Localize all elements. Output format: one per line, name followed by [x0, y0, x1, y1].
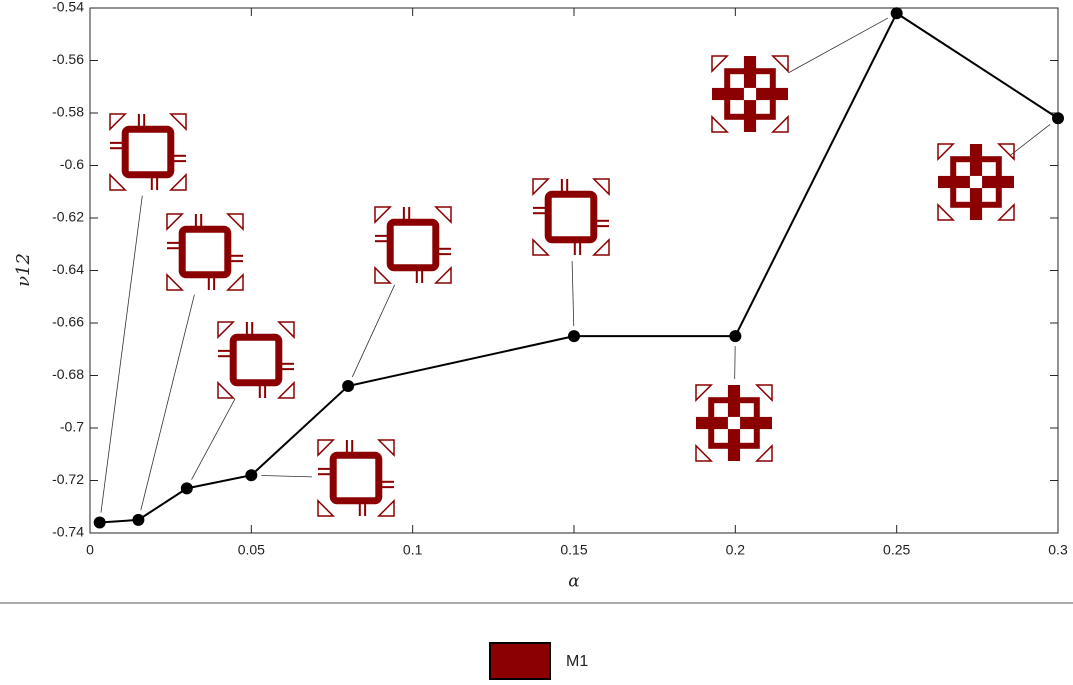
data-point: [245, 469, 258, 482]
y-axis-label: ν12: [13, 253, 34, 287]
icon-corner: [317, 498, 336, 517]
icon-corner: [996, 202, 1015, 221]
icon-corner: [276, 380, 295, 399]
icon-corner: [276, 321, 295, 340]
icon-corner: [168, 113, 187, 132]
unit-cell-icon: [217, 321, 295, 399]
y-tick-label: -0.54: [52, 0, 84, 15]
icon-corner: [937, 143, 956, 162]
icon-corner: [166, 272, 185, 291]
unit-cell-icon: [695, 384, 773, 462]
icon-corner: [532, 178, 551, 197]
leader-line: [191, 398, 236, 480]
icon-frame: [386, 218, 440, 272]
icon-core: [743, 87, 757, 101]
y-tick-label: -0.68: [52, 366, 84, 382]
icon-corner: [591, 237, 610, 256]
x-tick-label: 0.25: [883, 542, 910, 558]
y-tick-label: -0.74: [52, 524, 84, 540]
legend-swatch: [489, 642, 551, 680]
icon-corner: [770, 55, 789, 74]
unit-cell-icon: [317, 439, 395, 517]
leader-line: [734, 346, 736, 380]
icon-corner: [217, 321, 236, 340]
icon-frame: [544, 190, 598, 244]
icon-corner: [770, 114, 789, 133]
icon-corner: [433, 265, 452, 284]
data-point: [132, 513, 145, 526]
unit-cell-icon: [109, 113, 187, 191]
icon-corner: [317, 439, 336, 458]
icon-frame: [708, 397, 760, 449]
icon-corner: [754, 384, 773, 403]
icon-corner: [711, 114, 730, 133]
icon-corner: [591, 178, 610, 197]
y-tick-label: -0.62: [52, 209, 84, 225]
leader-line: [351, 284, 395, 378]
icon-frame: [724, 68, 776, 120]
x-tick-label: 0.2: [726, 542, 746, 558]
y-tick-label: -0.7: [60, 419, 84, 435]
icon-corner: [695, 384, 714, 403]
data-point: [729, 330, 742, 343]
y-tick-label: -0.6: [60, 156, 84, 172]
x-tick-label: 0: [86, 542, 94, 558]
icon-corner: [695, 443, 714, 462]
icon-corner: [109, 172, 128, 191]
x-tick-label: 0.3: [1048, 542, 1068, 558]
x-tick-label: 0.05: [238, 542, 265, 558]
icon-corner: [376, 498, 395, 517]
y-tick-label: -0.72: [52, 471, 84, 487]
icon-corner: [225, 272, 244, 291]
icon-core: [969, 175, 983, 189]
icon-frame: [178, 225, 232, 279]
unit-cell-icon: [374, 206, 452, 284]
icon-frame: [229, 333, 283, 387]
leader-line: [1010, 124, 1051, 156]
data-point: [568, 330, 580, 343]
leader-line: [261, 475, 313, 478]
icon-corner: [109, 113, 128, 132]
unit-cell-icon: [711, 55, 789, 133]
icon-corner: [754, 443, 773, 462]
leader-line: [140, 294, 195, 511]
unit-cell-icon: [166, 213, 244, 291]
icon-frame: [121, 125, 175, 179]
icon-frame: [950, 156, 1002, 208]
icon-corner: [374, 265, 393, 284]
icon-corner: [217, 380, 236, 399]
icon-corner: [168, 172, 187, 191]
x-tick-label: 0.15: [560, 542, 587, 558]
icon-corner: [996, 143, 1015, 162]
icon-corner: [433, 206, 452, 225]
data-point: [342, 380, 355, 392]
icon-corner: [374, 206, 393, 225]
icon-core: [727, 416, 741, 430]
data-point: [180, 482, 193, 495]
y-tick-label: -0.58: [52, 104, 84, 120]
y-tick-label: -0.64: [52, 261, 84, 277]
data-point: [890, 7, 903, 20]
leader-line: [788, 17, 889, 74]
unit-cell-icon: [937, 143, 1015, 221]
y-tick-label: -0.56: [52, 51, 84, 67]
icon-corner: [166, 213, 185, 232]
icon-frame: [329, 451, 383, 505]
plot-frame: [89, 7, 1059, 534]
leader-line: [100, 195, 143, 513]
data-point: [1052, 112, 1064, 125]
icon-corner: [937, 202, 956, 221]
icon-corner: [532, 237, 551, 256]
unit-cell-icon: [532, 178, 610, 256]
x-tick-label: 0.1: [403, 542, 423, 558]
legend-label: M1: [566, 653, 588, 670]
icon-corner: [711, 55, 730, 74]
leader-line: [571, 260, 575, 327]
x-axis-label: α: [568, 572, 580, 592]
data-point: [93, 516, 106, 529]
icon-corner: [225, 213, 244, 232]
y-tick-label: -0.66: [52, 314, 84, 330]
icon-corner: [376, 439, 395, 458]
